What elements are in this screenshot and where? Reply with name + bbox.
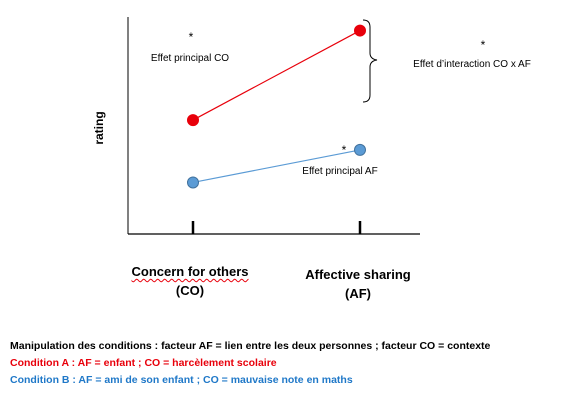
x-category-label-co-line2: (CO) bbox=[175, 283, 205, 298]
interaction-brace bbox=[362, 19, 378, 103]
series-layer bbox=[187, 24, 366, 189]
condition-a-note: Condition A : AF = enfant ; CO = harcèle… bbox=[10, 357, 277, 369]
series-0-line bbox=[192, 30, 361, 121]
x-category-label-af: Affective sharing (AF) bbox=[278, 265, 438, 303]
x-category-label-af-line1: Affective sharing bbox=[305, 267, 411, 282]
label-layer: rating bbox=[92, 111, 106, 144]
interaction-effect-label: Effet d’interaction CO x AF bbox=[413, 59, 531, 70]
condition-b-note: Condition B : AF = ami de son enfant ; C… bbox=[10, 374, 353, 386]
co-effect-label: Effet principal CO bbox=[151, 53, 229, 64]
x-category-label-co-line1: Concern for others bbox=[131, 264, 249, 279]
series-1-point-1 bbox=[354, 143, 366, 156]
af-effect-label: Effet principal AF bbox=[302, 166, 377, 177]
af-effect-star: * bbox=[342, 143, 347, 157]
axes bbox=[127, 17, 420, 235]
series-1-point-0 bbox=[187, 176, 199, 189]
annotation-layer: * Effet principal CO * Effet principal A… bbox=[151, 19, 531, 177]
x-category-label-co: Concern for others (CO) bbox=[110, 262, 270, 300]
y-axis-label: rating bbox=[92, 111, 106, 144]
series-1-line bbox=[192, 149, 361, 184]
series-0-point-0 bbox=[187, 114, 199, 127]
x-category-label-af-line2: (AF) bbox=[345, 286, 371, 301]
series-0-point-1 bbox=[354, 24, 366, 37]
manipulation-note: Manipulation des conditions : facteur AF… bbox=[10, 340, 491, 352]
interaction-effect-star: * bbox=[481, 38, 486, 52]
co-effect-star: * bbox=[189, 30, 194, 44]
